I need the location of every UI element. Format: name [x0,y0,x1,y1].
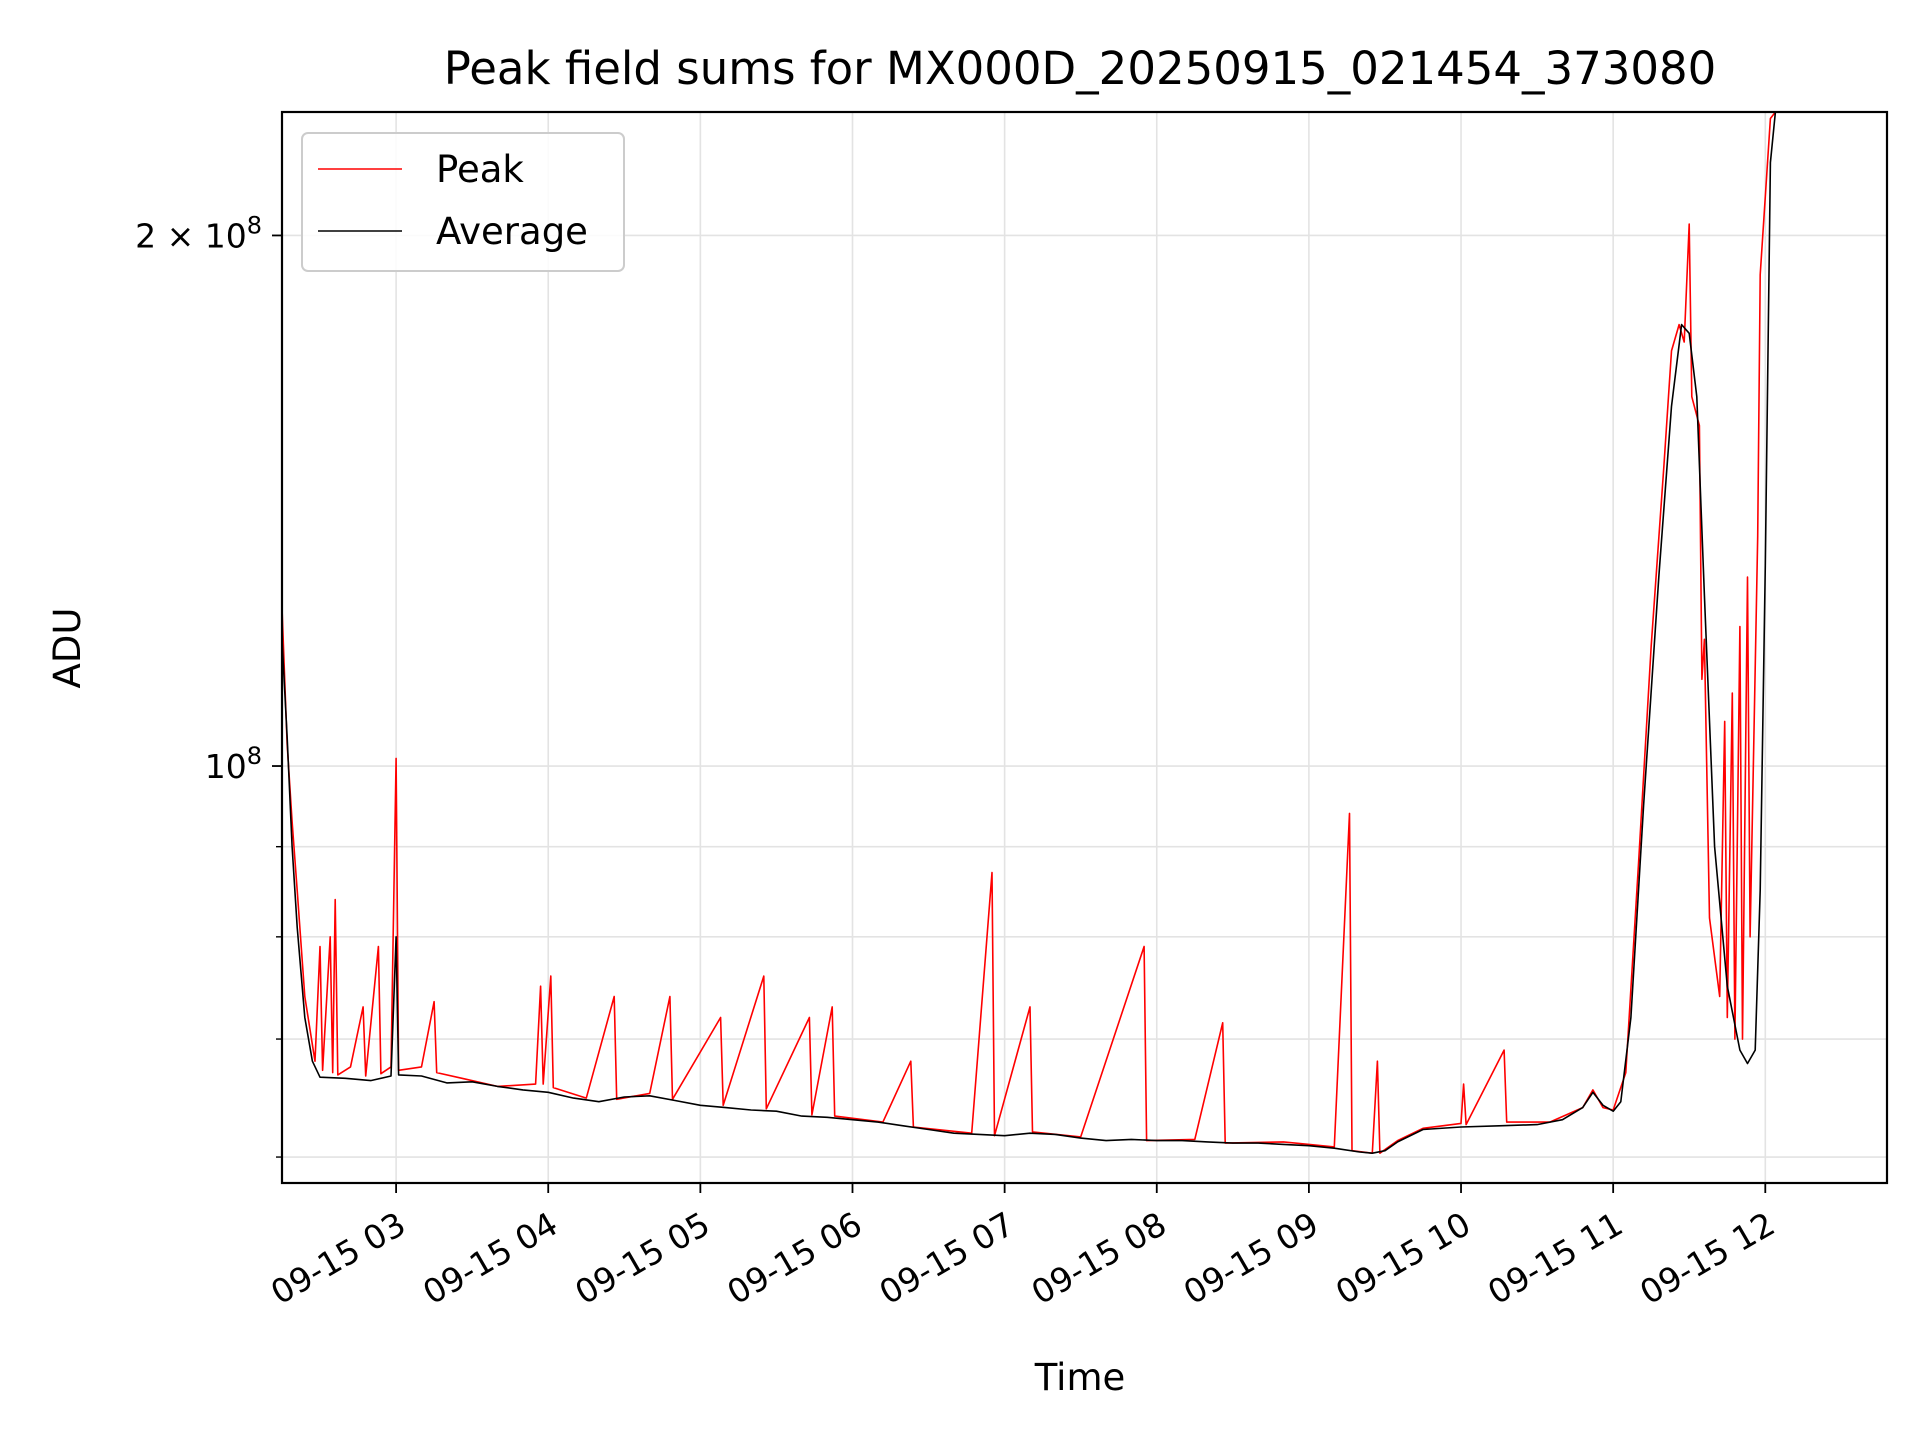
legend-average-label: Average [436,210,588,253]
plot-series [282,112,1781,1154]
y-tick-label: 108 [205,742,262,786]
legend-box [301,132,625,272]
legend-peak-label: Peak [436,148,524,191]
grid-lines [282,112,1887,1183]
x-axis-label: Time [1034,1356,1126,1399]
series-line-average [282,112,1781,1154]
plot-frame [280,110,1889,1185]
y-axis-label: ADU [46,608,89,689]
legend: Peak Average [301,132,625,272]
chart-title: Peak field sums for MX000D_20250915_0214… [444,42,1717,95]
y-tick-label: 2 × 108 [135,211,262,255]
